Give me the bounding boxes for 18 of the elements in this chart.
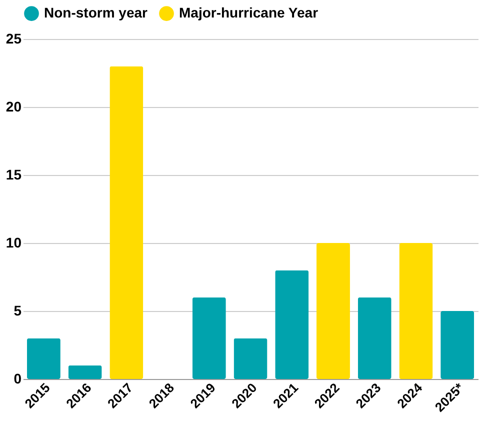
y-tick-label: 20 <box>6 98 22 114</box>
bar <box>275 270 309 379</box>
y-tick-label: 5 <box>14 302 22 318</box>
bar <box>110 66 144 379</box>
legend-label: Major-hurricane Year <box>179 4 319 21</box>
y-tick-label: 10 <box>6 234 22 250</box>
bar <box>192 297 226 379</box>
bar <box>68 365 102 379</box>
y-tick-label: 15 <box>6 166 22 182</box>
bar <box>26 338 60 379</box>
bar <box>316 243 350 379</box>
bar <box>399 243 433 379</box>
y-tick-label: 25 <box>6 30 22 46</box>
bar <box>358 297 392 379</box>
bar <box>234 338 268 379</box>
bar <box>440 311 474 379</box>
legend-label: Non-storm year <box>44 4 148 21</box>
y-tick-label: 0 <box>14 370 22 386</box>
